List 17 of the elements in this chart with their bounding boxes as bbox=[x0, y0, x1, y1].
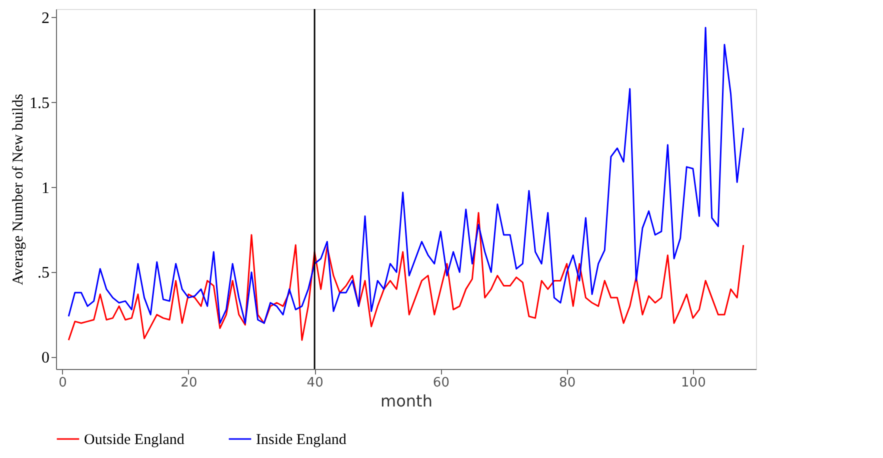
legend-label: Outside England bbox=[84, 432, 185, 448]
legend-label: Inside England bbox=[256, 432, 347, 448]
y-tick-label: 2 bbox=[42, 10, 50, 27]
y-tick-label: .5 bbox=[38, 264, 50, 282]
y-tick-label: 1 bbox=[42, 180, 50, 197]
x-tick-label: 20 bbox=[180, 376, 198, 390]
line-series bbox=[68, 212, 744, 341]
line-series bbox=[68, 26, 744, 324]
y-axis-title: Average Number of New builds bbox=[10, 94, 26, 286]
x-tick-label: 0 bbox=[58, 376, 67, 390]
x-tick-label: 60 bbox=[432, 376, 450, 390]
x-tick-label: 40 bbox=[306, 376, 324, 390]
x-axis-title: month bbox=[380, 392, 432, 410]
y-tick-label: 1.5 bbox=[30, 94, 50, 112]
x-tick-label: 100 bbox=[681, 376, 706, 390]
y-tick-label: 0 bbox=[42, 350, 50, 367]
x-tick-label: 80 bbox=[559, 376, 576, 390]
